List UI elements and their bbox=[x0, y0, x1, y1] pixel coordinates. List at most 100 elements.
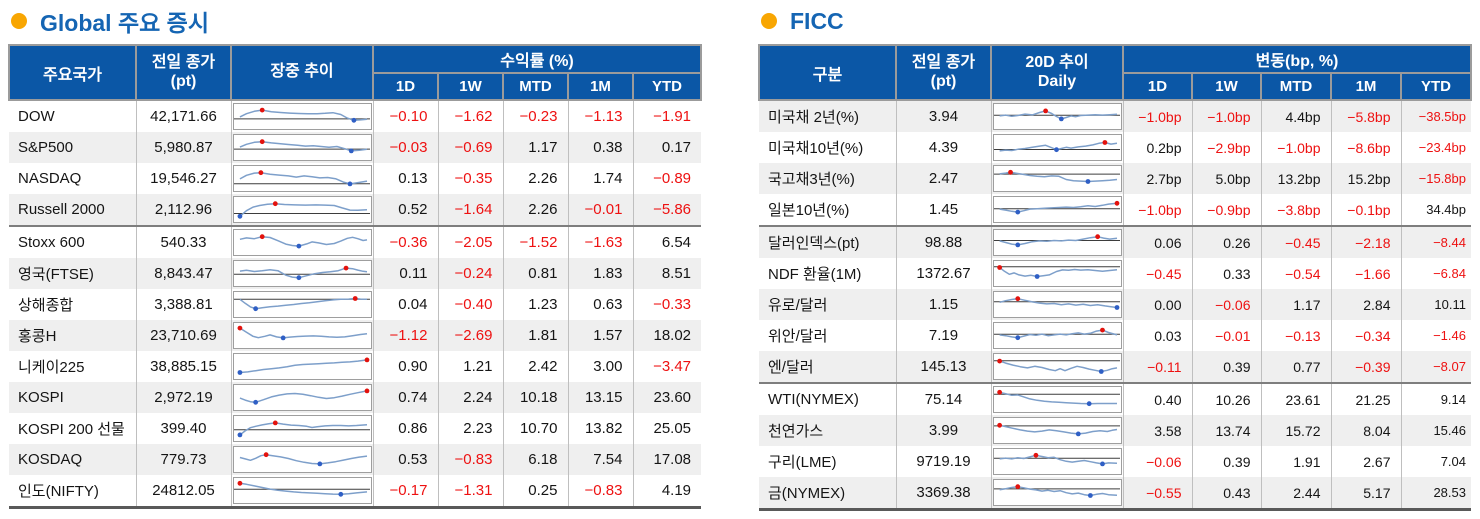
prev-close-cell: 145.13 bbox=[896, 351, 992, 383]
prev-close-cell: 4.39 bbox=[896, 132, 992, 163]
high-marker-dot bbox=[259, 234, 265, 240]
sparkline-box bbox=[992, 353, 1122, 380]
sparkline-cell bbox=[991, 382, 1124, 415]
sparkline-box bbox=[232, 103, 372, 130]
value-cell: −1.62 bbox=[438, 100, 504, 132]
value-cell: 10.11 bbox=[1434, 297, 1466, 312]
sparkline-chart bbox=[237, 357, 369, 375]
value-cell: −0.01 bbox=[568, 194, 634, 226]
low-marker-dot bbox=[348, 148, 354, 154]
table-header: 구분 전일 종가 (pt) 20D 추이 Daily 변동(bp, %) 1D … bbox=[758, 44, 1472, 101]
sparkline-chart bbox=[239, 388, 369, 405]
prev-close-cell: 1372.67 bbox=[896, 258, 992, 289]
value-cell: 0.04 bbox=[373, 289, 439, 320]
sparkline-cell bbox=[991, 132, 1124, 163]
header-category: 구분 bbox=[758, 44, 897, 101]
prev-close-cell: 24812.05 bbox=[136, 475, 232, 509]
sparkline-box bbox=[992, 134, 1122, 161]
value-cell: 17.08 bbox=[653, 451, 692, 468]
sparkline-cell bbox=[231, 132, 374, 163]
sparkline-cell bbox=[991, 163, 1124, 194]
value-cell: −0.39 bbox=[1331, 351, 1402, 383]
sparkline-chart bbox=[993, 265, 1120, 279]
prev-close-cell: 42,171.66 bbox=[136, 100, 232, 132]
high-marker-dot bbox=[343, 265, 348, 271]
market-name-cell: 인도(NIFTY) bbox=[9, 475, 137, 509]
value-cell: −0.40 bbox=[438, 289, 504, 320]
value-cell: 2.44 bbox=[1261, 477, 1332, 511]
table-row: NDF 환율(1M) 1372.67 −0.45 0.33 −0.54 −1.66 −6.8… bbox=[759, 258, 1471, 289]
sparkline-box bbox=[992, 103, 1122, 130]
sparkline-chart bbox=[233, 265, 370, 281]
market-name-cell: 금(NYMEX) bbox=[759, 477, 897, 511]
sparkline-cell bbox=[991, 289, 1124, 320]
value-cell: 1.21 bbox=[438, 351, 504, 382]
high-marker-dot bbox=[272, 420, 278, 426]
low-marker-dot bbox=[1085, 179, 1090, 184]
low-marker-dot bbox=[1075, 431, 1081, 437]
value-cell: 3.58 bbox=[1123, 415, 1193, 446]
value-cell: 0.33 bbox=[1192, 258, 1262, 289]
header-change-group: 변동(bp, %) bbox=[1122, 44, 1472, 74]
value-cell: 25.05 bbox=[653, 420, 692, 437]
value-cell: −0.33 bbox=[653, 296, 692, 313]
value-cell: 0.53 bbox=[373, 444, 439, 475]
table-row: KOSPI 200 선물 399.40 0.86 2.23 10.70 13.82 25.0… bbox=[9, 413, 701, 444]
value-cell: 0.17 bbox=[661, 139, 692, 156]
prev-close-cell: 75.14 bbox=[896, 382, 992, 415]
table-row: 일본10년(%) 1.45 −1.0bp −0.9bp −3.8bp −0.1bp 34.4… bbox=[759, 194, 1471, 226]
high-marker-dot bbox=[996, 422, 1002, 428]
high-marker-dot bbox=[259, 107, 265, 113]
value-cell: 9.14 bbox=[1401, 382, 1471, 415]
market-name-cell: KOSPI 200 선물 bbox=[9, 413, 137, 444]
sparkline-chart bbox=[993, 358, 1120, 374]
bullet-icon bbox=[761, 13, 777, 29]
value-cell: −2.69 bbox=[438, 320, 504, 351]
value-cell: 13.2bp bbox=[1261, 163, 1332, 194]
value-cell: 18.02 bbox=[653, 327, 692, 344]
high-marker-dot bbox=[996, 358, 1002, 364]
section-title-text: FICC bbox=[790, 7, 844, 34]
value-cell: 10.18 bbox=[503, 382, 569, 413]
value-cell: 0.40 bbox=[1123, 382, 1193, 415]
value-cell: 1.74 bbox=[568, 163, 634, 194]
value-cell: −1.52 bbox=[503, 225, 569, 258]
prev-close-cell: 540.33 bbox=[136, 225, 232, 258]
value-cell: −8.6bp bbox=[1331, 132, 1402, 163]
high-marker-dot bbox=[352, 296, 358, 301]
sparkline-box bbox=[992, 417, 1122, 444]
value-cell: 0.06 bbox=[1123, 225, 1193, 258]
sparkline-cell bbox=[231, 100, 374, 132]
sparkline-box bbox=[992, 165, 1122, 192]
value-cell: 1.17 bbox=[503, 132, 569, 163]
sparkline-cell bbox=[231, 413, 374, 444]
value-cell: 2.26 bbox=[503, 194, 569, 226]
sparkline-cell bbox=[231, 163, 374, 194]
sparkline-chart bbox=[993, 140, 1120, 153]
sparkline-cell bbox=[231, 351, 374, 382]
sparkline-cell bbox=[991, 320, 1124, 351]
high-marker-dot bbox=[259, 139, 265, 145]
sparkline-cell bbox=[991, 258, 1124, 289]
value-cell: 3.00 bbox=[568, 351, 634, 382]
value-cell: −1.13 bbox=[568, 100, 634, 132]
value-cell: 1.17 bbox=[1261, 289, 1332, 320]
header-market-name: 주요국가 bbox=[8, 44, 137, 101]
value-cell: 0.25 bbox=[503, 475, 569, 509]
high-marker-dot bbox=[1033, 452, 1038, 458]
section-title-global: Global 주요 증시 bbox=[8, 2, 700, 40]
low-marker-dot bbox=[1053, 147, 1059, 153]
sparkline-cell bbox=[991, 477, 1124, 511]
sparkline-cell bbox=[231, 225, 374, 258]
value-cell: −0.1bp bbox=[1331, 194, 1402, 226]
sparkline-box bbox=[992, 322, 1122, 349]
market-name-cell: Stoxx 600 bbox=[9, 225, 137, 258]
sparkline-cell bbox=[231, 258, 374, 289]
value-cell: −0.45 bbox=[1261, 225, 1332, 258]
table-row: KOSPI 2,972.19 0.74 2.24 10.18 13.15 23.60 bbox=[9, 382, 702, 413]
value-cell: 2.24 bbox=[438, 382, 504, 413]
value-cell: 0.43 bbox=[1192, 477, 1262, 511]
prev-close-cell: 23,710.69 bbox=[136, 320, 232, 351]
low-marker-dot bbox=[1014, 209, 1020, 215]
high-marker-dot bbox=[364, 388, 369, 394]
